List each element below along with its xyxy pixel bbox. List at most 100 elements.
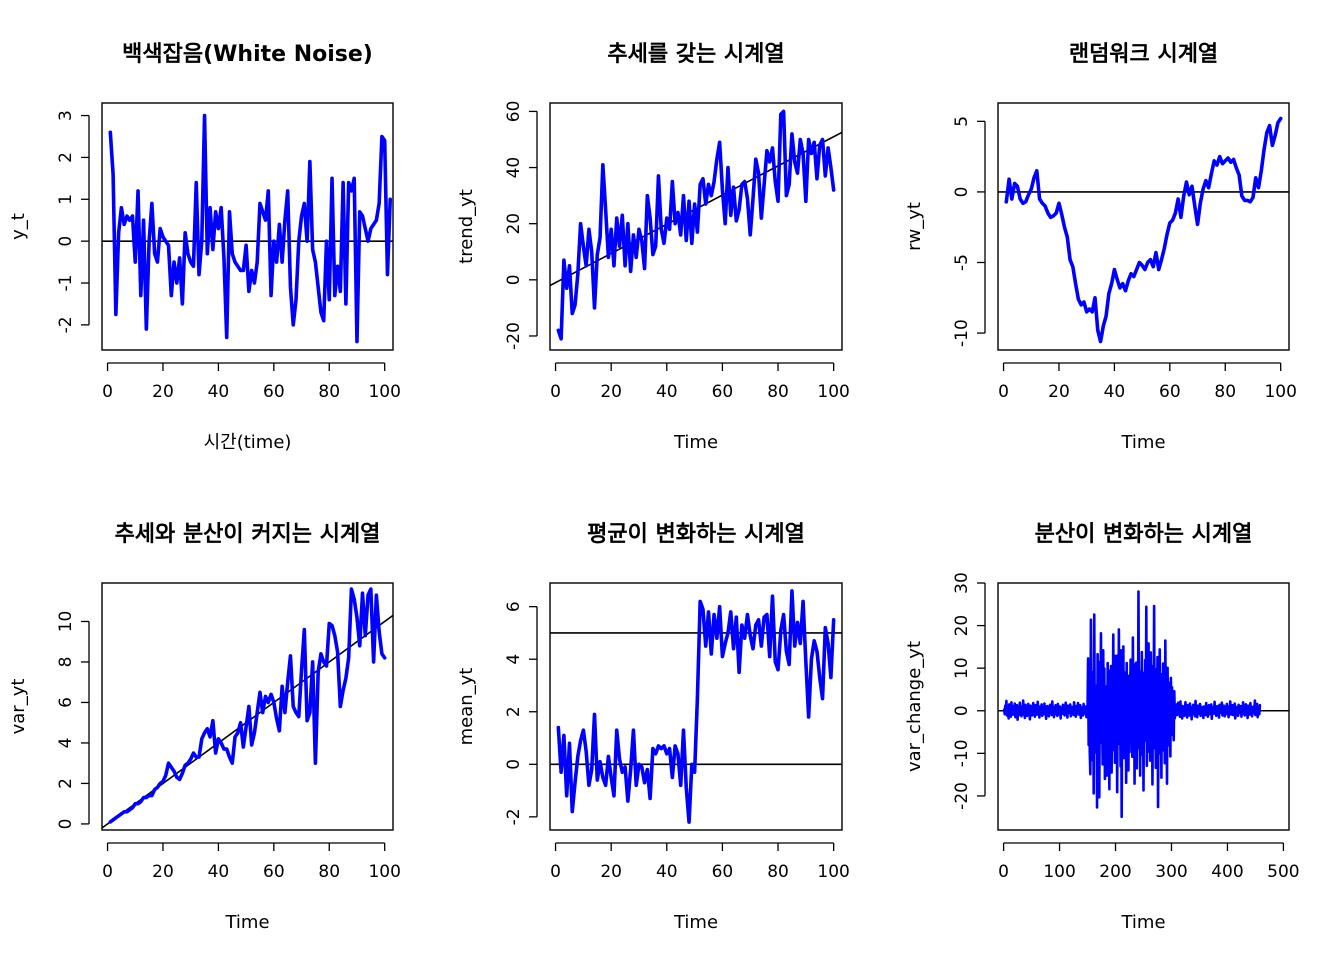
y-tick-label: 40 [504, 157, 524, 179]
x-tick-label: 40 [208, 862, 230, 882]
x-tick-label: 20 [1048, 382, 1070, 402]
y-tick-label: 0 [504, 274, 524, 285]
x-tick-label: 80 [767, 862, 789, 882]
x-tick-label: 60 [712, 862, 734, 882]
plot-frame [549, 582, 843, 831]
x-tick-label: 500 [1267, 862, 1299, 882]
x-tick-label: 200 [1099, 862, 1131, 882]
chart-panel-4: 추세와 분산이 커지는 시계열 Time var_yt 0 20 40 60 80 100 0 2 4… [8, 522, 401, 933]
y-tick-label: 20 [504, 213, 524, 235]
x-tick-label: 80 [1214, 382, 1236, 402]
plot-area [998, 116, 1289, 344]
plot-frame [549, 102, 843, 351]
y-tick-label: -10 [952, 319, 972, 347]
x-tick-label: 80 [318, 862, 340, 882]
y-axis-label: var_change_yt [904, 641, 925, 772]
series-line [1002, 590, 1262, 819]
chart-title: 백색잡음(White Noise) [122, 42, 373, 67]
y-tick-label: 0 [56, 819, 76, 830]
chart-panel-5: 평균이 변화하는 시계열 Time mean_yt 0 20 40 60 80 100 -2 0 2 4… [456, 522, 850, 933]
chart-panel-1: 백색잡음(White Noise)시간(time)y_t0 20 40 60 80 100… [8, 42, 401, 453]
chart-panel-2: 추세를 갖는 시계열 Time trend_yt 0 20 40 60 80 100 -20 0 20… [456, 42, 850, 453]
chart-title: 평균이 변화하는 시계열 [587, 522, 805, 547]
x-tick-label: 60 [263, 382, 285, 402]
y-tick-label: 10 [952, 657, 972, 679]
x-tick-label: 0 [102, 382, 113, 402]
x-tick-label: 400 [1211, 862, 1243, 882]
y-tick-label: 2 [56, 778, 76, 789]
plot-area [998, 590, 1289, 819]
plot-area [102, 113, 393, 344]
x-tick-label: 60 [1159, 382, 1181, 402]
x-axis-label: Time [673, 432, 718, 453]
plot-frame [101, 102, 394, 351]
x-tick-label: 20 [152, 862, 174, 882]
y-tick-label: 2 [504, 706, 524, 717]
x-tick-label: 0 [998, 382, 1009, 402]
y-axis-label: var_yt [8, 679, 29, 735]
y-tick-label: 8 [56, 657, 76, 668]
plot-frame [997, 102, 1290, 351]
x-tick-label: 40 [1104, 382, 1126, 402]
series-line [1004, 116, 1283, 344]
series-line [556, 589, 836, 824]
series-line [108, 113, 393, 344]
x-tick-label: 0 [102, 862, 113, 882]
x-tick-label: 100 [368, 862, 400, 882]
y-tick-label: 6 [504, 601, 524, 612]
plot-frame [101, 582, 394, 831]
x-tick-label: 40 [208, 382, 230, 402]
y-tick-label: -5 [952, 254, 972, 271]
chart-title: 추세와 분산이 커지는 시계열 [115, 522, 381, 547]
x-tick-label: 80 [767, 382, 789, 402]
y-tick-label: 5 [952, 116, 972, 127]
y-tick-label: -20 [504, 322, 524, 350]
y-tick-label: 60 [504, 101, 524, 123]
y-tick-label: 6 [56, 697, 76, 708]
x-tick-label: 100 [368, 382, 400, 402]
plot-area [102, 587, 393, 829]
plot-area [550, 589, 842, 824]
y-tick-label: 10 [56, 611, 76, 633]
x-tick-label: 20 [152, 382, 174, 402]
y-tick-label: -1 [56, 275, 76, 292]
x-tick-label: 100 [817, 382, 849, 402]
y-tick-label: -10 [952, 739, 972, 767]
y-tick-label: 30 [952, 572, 972, 594]
y-tick-label: 0 [952, 705, 972, 716]
y-tick-label: 4 [56, 738, 76, 749]
x-axis-label: Time [673, 912, 718, 933]
x-tick-label: 60 [712, 382, 734, 402]
chart-title: 분산이 변화하는 시계열 [1035, 522, 1253, 547]
x-axis-label: Time [1120, 912, 1165, 933]
y-tick-label: 0 [504, 759, 524, 770]
x-axis-label: Time [1120, 432, 1165, 453]
y-axis-label: rw_yt [904, 202, 925, 251]
x-tick-label: 100 [1043, 862, 1075, 882]
y-tick-label: 3 [56, 110, 76, 121]
x-tick-label: 20 [600, 862, 622, 882]
x-axis-label: 시간(time) [204, 432, 292, 453]
x-tick-label: 60 [263, 862, 285, 882]
x-tick-label: 100 [1264, 382, 1296, 402]
chart-title: 랜덤워크 시계열 [1069, 42, 1218, 67]
x-tick-label: 0 [998, 862, 1009, 882]
chart-title: 추세를 갖는 시계열 [607, 42, 784, 67]
y-tick-label: 0 [952, 187, 972, 198]
x-tick-label: 100 [817, 862, 849, 882]
y-tick-label: 0 [56, 236, 76, 247]
y-tick-label: 4 [504, 654, 524, 665]
plot-area [550, 109, 842, 341]
chart-panel-3: 랜덤워크 시계열 Time rw_yt 0 20 40 60 80 100 -10 -5 0 5 [904, 42, 1297, 453]
x-axis-label: Time [224, 912, 269, 933]
y-tick-label: -20 [952, 782, 972, 810]
plot-frame [997, 582, 1290, 831]
y-axis-label: trend_yt [456, 189, 477, 264]
x-tick-label: 40 [656, 862, 678, 882]
y-tick-label: 1 [56, 194, 76, 205]
y-tick-label: -2 [504, 808, 524, 825]
y-axis-label: mean_yt [456, 668, 477, 746]
series-line [556, 109, 836, 341]
